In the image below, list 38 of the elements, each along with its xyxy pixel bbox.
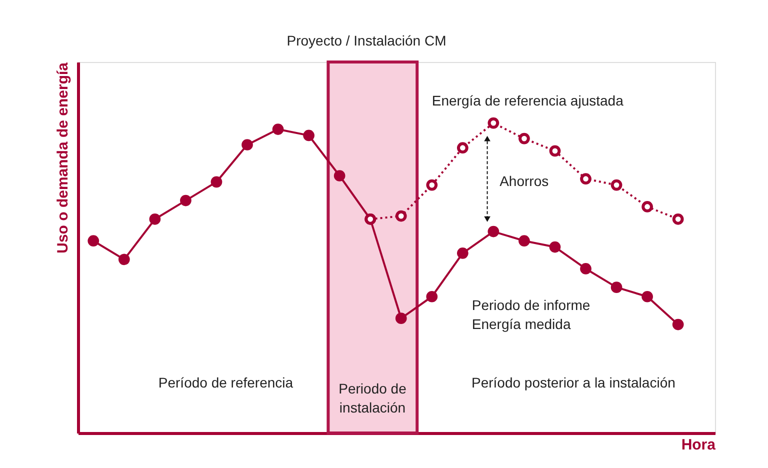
- point: [272, 124, 284, 135]
- point: [642, 201, 653, 212]
- x-axis-title: Hora: [681, 436, 716, 454]
- point: [518, 132, 530, 144]
- point: [642, 290, 653, 302]
- point: [395, 210, 407, 222]
- point: [395, 312, 407, 324]
- text: Energía de referencia ajustada: [432, 92, 624, 108]
- point: [456, 142, 468, 154]
- point: [180, 194, 192, 206]
- point: [118, 254, 130, 266]
- point: [610, 282, 622, 293]
- point: [88, 235, 100, 247]
- point: [242, 139, 253, 150]
- annotation: Período de referencia: [158, 374, 294, 390]
- point: [456, 248, 468, 259]
- point: [334, 170, 346, 182]
- point: [210, 176, 222, 188]
- point: [303, 130, 314, 142]
- point: [580, 173, 592, 185]
- point: [149, 213, 161, 225]
- point: [488, 226, 500, 238]
- annotation: Ahorros: [500, 172, 549, 189]
- y-axis-title: Uso o demanda de energía: [54, 62, 72, 254]
- point: [549, 145, 561, 157]
- point: [488, 117, 500, 129]
- chart-title: Proyecto / Instalación CM: [286, 32, 446, 48]
- point: [580, 263, 592, 274]
- point: [672, 318, 684, 330]
- annotation: Periodo de informe Energía medida: [472, 296, 590, 332]
- point: [672, 213, 684, 225]
- point: [610, 179, 622, 191]
- point: [426, 179, 438, 191]
- annotation: Periodo de instalación: [338, 380, 407, 416]
- point: [549, 241, 561, 253]
- point: [426, 290, 438, 302]
- point: [518, 235, 530, 247]
- annotation: Período posterior a la instalación: [471, 374, 676, 390]
